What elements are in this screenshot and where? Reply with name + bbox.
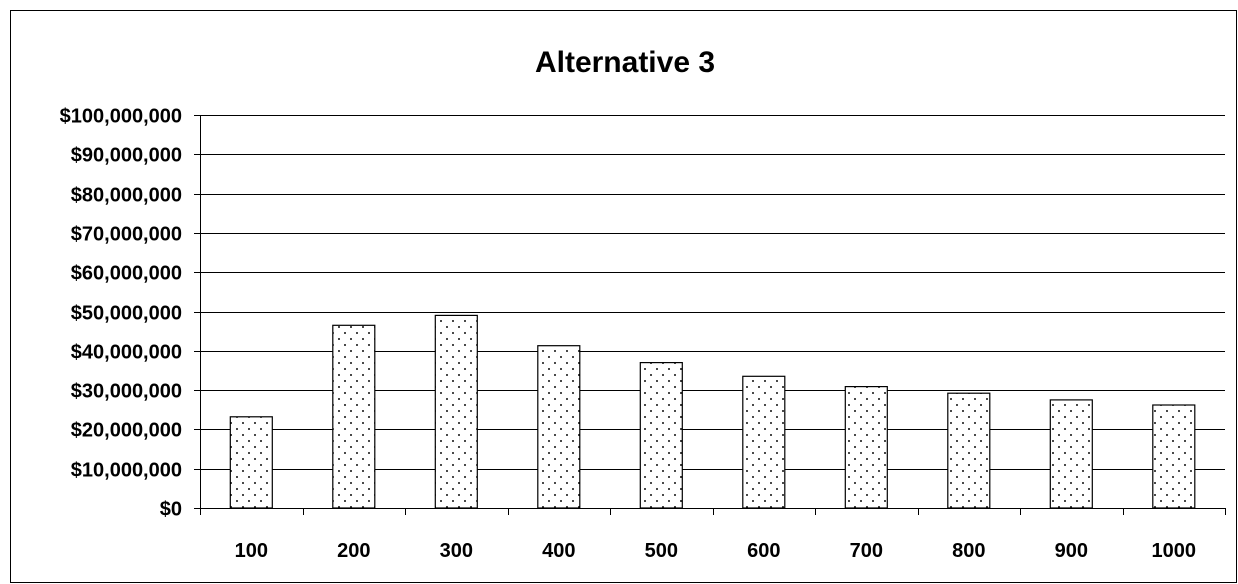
x-tick-label: 400 — [542, 540, 575, 562]
y-tick-labels: $0 $10,000,000 $20,000,000 $30,000,000 $40,0… — [60, 106, 182, 521]
x-tick-label: 1000 — [1152, 540, 1197, 562]
bar-800 — [947, 392, 991, 509]
bar-600 — [742, 375, 786, 509]
x-tick-labels: 100 200 300 400 500 600 700 800 900 1000 — [235, 540, 1196, 562]
y-tick-label: $50,000,000 — [71, 303, 182, 325]
bar-900 — [1049, 399, 1093, 509]
x-tick-label: 800 — [952, 540, 985, 562]
y-tick-label: $10,000,000 — [71, 460, 182, 482]
y-tick-label: $90,000,000 — [71, 145, 182, 167]
bar-1000 — [1152, 404, 1196, 509]
bar-200 — [332, 324, 376, 509]
bar-400 — [537, 345, 581, 509]
y-tick-label: $20,000,000 — [71, 420, 182, 442]
y-tick-label: $30,000,000 — [71, 381, 182, 403]
bars — [229, 314, 1196, 509]
x-tick-label: 100 — [235, 540, 268, 562]
bar-700 — [844, 386, 888, 509]
chart-frame — [10, 10, 1237, 583]
y-tick-label: $40,000,000 — [71, 342, 182, 364]
y-tick-label: $0 — [160, 499, 182, 521]
x-tick-label: 700 — [850, 540, 883, 562]
y-tick-label: $60,000,000 — [71, 263, 182, 285]
chart-title: Alternative 3 — [535, 46, 715, 79]
x-tick-label: 900 — [1055, 540, 1088, 562]
y-tick-label: $80,000,000 — [71, 185, 182, 207]
y-tick-label: $100,000,000 — [60, 106, 182, 128]
y-tick-label: $70,000,000 — [71, 224, 182, 246]
bar-500 — [639, 362, 683, 509]
x-tick-label: 200 — [337, 540, 370, 562]
x-tick-label: 600 — [747, 540, 780, 562]
x-tick-label: 300 — [440, 540, 473, 562]
axes — [194, 115, 1226, 515]
bar-300 — [434, 314, 478, 509]
bar-100 — [229, 416, 273, 509]
x-tick-label: 500 — [645, 540, 678, 562]
